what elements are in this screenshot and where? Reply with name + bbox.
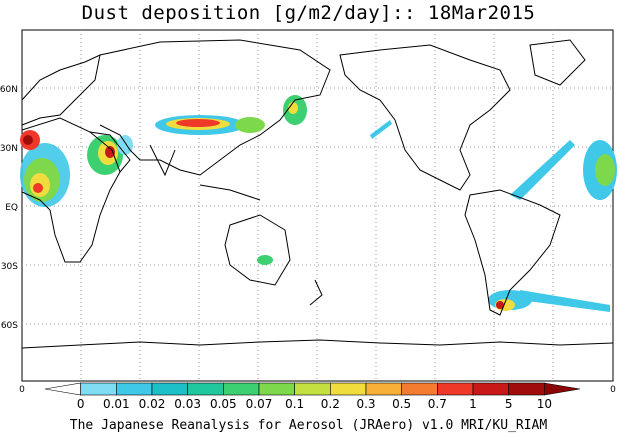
colorbar-swatch xyxy=(223,382,260,396)
lat-label-30n: 30N xyxy=(0,144,18,154)
colorbar-label: 0.07 xyxy=(246,397,273,411)
colorbar-swatch xyxy=(187,382,224,396)
graticule xyxy=(22,30,613,381)
colorbar-label: 0.3 xyxy=(356,397,375,411)
colorbar-swatch xyxy=(508,382,545,396)
lon-label-right: 0 xyxy=(610,385,616,395)
colorbar-swatch xyxy=(294,382,331,396)
colorbar: 0 0.01 0.02 0.03 0.05 0.07 0.1 0.2 0.3 0.5 0.7 1 5 10 xyxy=(44,382,581,411)
colorbar-label: 0 xyxy=(77,397,85,411)
lat-label-60n: 60N xyxy=(0,85,18,95)
colorbar-label: 0.5 xyxy=(392,397,411,411)
colorbar-swatch xyxy=(258,382,295,396)
colorbar-swatch xyxy=(544,382,581,396)
colorbar-label: 1 xyxy=(469,397,477,411)
lat-label-eq: EQ xyxy=(5,203,18,213)
colorbar-swatch xyxy=(151,382,188,396)
colorbar-swatch xyxy=(472,382,509,396)
colorbar-label: 0.02 xyxy=(139,397,166,411)
lat-label-60s: 60S xyxy=(1,321,18,331)
colorbar-swatch xyxy=(44,382,81,396)
colorbar-swatch xyxy=(116,382,153,396)
colorbar-label: 10 xyxy=(537,397,552,411)
map-title: Dust deposition [g/m2/day]:: 18Mar2015 xyxy=(81,2,536,24)
dust-shading xyxy=(20,95,617,312)
colorbar-label: 0.03 xyxy=(174,397,201,411)
colorbar-label: 0.01 xyxy=(103,397,130,411)
footer-credit: The Japanese Reanalysis for Aerosol (JRA… xyxy=(69,418,548,433)
colorbar-swatch xyxy=(80,382,117,396)
colorbar-swatch xyxy=(365,382,402,396)
coastlines xyxy=(21,39,614,349)
colorbar-label: 0.2 xyxy=(321,397,340,411)
colorbar-label: 0.05 xyxy=(210,397,237,411)
colorbar-label: 0.1 xyxy=(285,397,304,411)
colorbar-swatch xyxy=(330,382,367,396)
colorbar-swatch xyxy=(401,382,438,396)
lon-label-left: 0 xyxy=(19,385,25,395)
colorbar-label: 5 xyxy=(505,397,513,411)
colorbar-label: 0.7 xyxy=(428,397,447,411)
lat-label-30s: 30S xyxy=(1,262,18,272)
colorbar-swatch xyxy=(437,382,474,396)
